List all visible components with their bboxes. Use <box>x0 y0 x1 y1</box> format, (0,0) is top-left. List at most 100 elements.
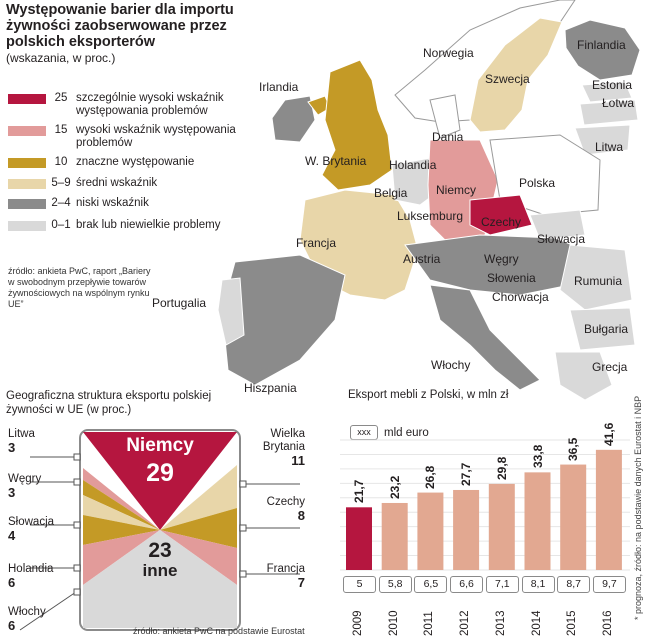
bar-2015 <box>560 464 587 570</box>
map-italy <box>429 284 541 391</box>
chart-note: * prognoza, źródło: na podstawie danych … <box>633 395 643 620</box>
label-rumunia: Rumunia <box>574 274 623 288</box>
legend-range: 15 <box>54 124 68 136</box>
wedge-czechy <box>160 508 237 548</box>
map-slovakia <box>529 209 586 241</box>
legend-swatch <box>8 199 46 209</box>
bar-value-label: 21,7 <box>352 479 366 504</box>
label-austria: Austria <box>403 252 441 266</box>
bar-2014 <box>524 472 551 570</box>
structure-source: źródło: ankieta PwC na podstawie Eurosta… <box>133 626 305 636</box>
map-denmark <box>429 94 461 139</box>
legend-range: 0–1 <box>51 219 71 231</box>
structure-left-0: Litwa 3 <box>8 428 35 455</box>
euro-box: 5,8 <box>378 576 412 593</box>
legend-row-0: 25 szczególnie wysoki wskaźnik występowan… <box>8 92 261 118</box>
label-dania: Dania <box>432 130 464 144</box>
year-label: 2015 <box>566 610 579 636</box>
bar-value-label: 29,8 <box>494 456 509 480</box>
bar-2016 <box>595 449 622 570</box>
label-niemcy: Niemcy <box>436 183 477 197</box>
legend-row-5: 0–1 brak lub niewielkie problemy <box>8 219 261 232</box>
legend-range: 2–4 <box>51 197 71 209</box>
label-wegry: Węgry <box>484 252 519 266</box>
legend-label: średni wskaźnik <box>76 177 158 189</box>
wedge-wbrytania <box>160 465 237 530</box>
bar-2011 <box>417 492 444 570</box>
wedge-slowacja <box>83 495 160 530</box>
label-irlandia: Irlandia <box>259 80 299 94</box>
label-szwecja: Szwecja <box>485 72 530 86</box>
structure-right-1: Czechy 8 <box>266 496 305 523</box>
map-estonia <box>581 81 633 103</box>
legend-swatch <box>8 221 46 231</box>
map-uk <box>321 59 393 191</box>
map-finland <box>564 19 641 81</box>
legend-label: brak lub niewielkie problemy <box>76 219 221 231</box>
map-subtitle: (wskazania, w proc.) <box>6 51 116 65</box>
label-litwa: Litwa <box>595 140 624 154</box>
year-label: 2014 <box>530 610 543 636</box>
bar-value-label: 26,8 <box>423 465 438 489</box>
bar-2013 <box>488 483 515 570</box>
map-sweden <box>469 17 563 133</box>
structure-niemcy-label: Niemcy <box>126 435 194 456</box>
map-source: źródło: ankieta PwC, raport „Bariery w s… <box>8 266 151 309</box>
map-bulgaria <box>569 307 636 351</box>
map-czech <box>469 194 533 236</box>
legend-row-3: 5–9 średni wskaźnik <box>8 177 261 190</box>
structure-diagram <box>19 429 300 631</box>
label-chorwacja: Chorwacja <box>492 290 549 304</box>
structure-inne-label: inne <box>142 561 178 580</box>
wedge-litwa <box>83 468 160 530</box>
label-portugalia: Portugalia <box>152 296 207 310</box>
legend-range: 10 <box>54 156 68 168</box>
map-romania <box>559 244 633 311</box>
map-greece <box>554 351 613 401</box>
label-bulgaria: Bułgaria <box>584 322 629 336</box>
legend-row-2: 10 znaczne występowanie <box>8 156 261 169</box>
bar-value-label: 33,8 <box>530 444 545 469</box>
structure-inne-value: 23 <box>148 539 172 562</box>
furniture-export-chart <box>340 439 630 571</box>
label-wlochy: Włochy <box>431 358 471 372</box>
bar-value-label: 41,6 <box>601 422 616 446</box>
year-label: 2016 <box>601 610 614 636</box>
label-norwegia: Norwegia <box>423 46 474 60</box>
bar-value-label: 36,5 <box>566 437 581 461</box>
label-czechy: Czechy <box>481 215 522 229</box>
structure-left-2: Słowacja 4 <box>8 516 55 543</box>
euro-box: 8,7 <box>557 576 591 593</box>
legend-swatch <box>8 126 46 136</box>
structure-left-4: Włochy 6 <box>8 606 46 633</box>
wedge-inne <box>83 530 237 628</box>
legend-swatch <box>8 179 46 189</box>
label-finlandia: Finlandia <box>577 38 626 52</box>
euro-box: 5 <box>343 576 376 593</box>
label-holandia: Holandia <box>389 158 437 172</box>
legend-swatch <box>8 158 46 168</box>
structure-right-0: Wielka Brytania 11 <box>262 428 305 468</box>
chart-title: Eksport mebli z Polski, w mln zł <box>348 389 509 401</box>
map-title: Występowanie barier dla importu żywności… <box>6 2 234 50</box>
legend-label: szczególnie wysoki wskaźnik występowania… <box>76 92 224 117</box>
legend-range: 5–9 <box>51 177 71 189</box>
label-lotwa: Łotwa <box>602 96 635 110</box>
map-latvia <box>579 99 639 126</box>
legend-row-1: 15 wysoki wskaźnik występowania problemów <box>8 124 261 150</box>
connector-wlochy <box>19 591 77 631</box>
label-estonia: Estonia <box>592 78 633 92</box>
legend-swatch <box>8 94 46 104</box>
bar-value-label: 27,7 <box>459 462 474 486</box>
wedge-niemcy <box>83 432 237 530</box>
structure-left-1: Węgry 3 <box>8 473 42 500</box>
legend-label: wysoki wskaźnik występowania problemów <box>76 124 236 149</box>
structure-left-3: Holandia 6 <box>8 563 54 590</box>
structure-niemcy-value: 29 <box>146 459 174 487</box>
euro-box: 7,1 <box>485 576 519 593</box>
euro-box: 6,5 <box>414 576 448 593</box>
euro-box: 8,1 <box>521 576 555 593</box>
legend-range: 25 <box>54 92 68 104</box>
bar-2010 <box>381 502 408 570</box>
